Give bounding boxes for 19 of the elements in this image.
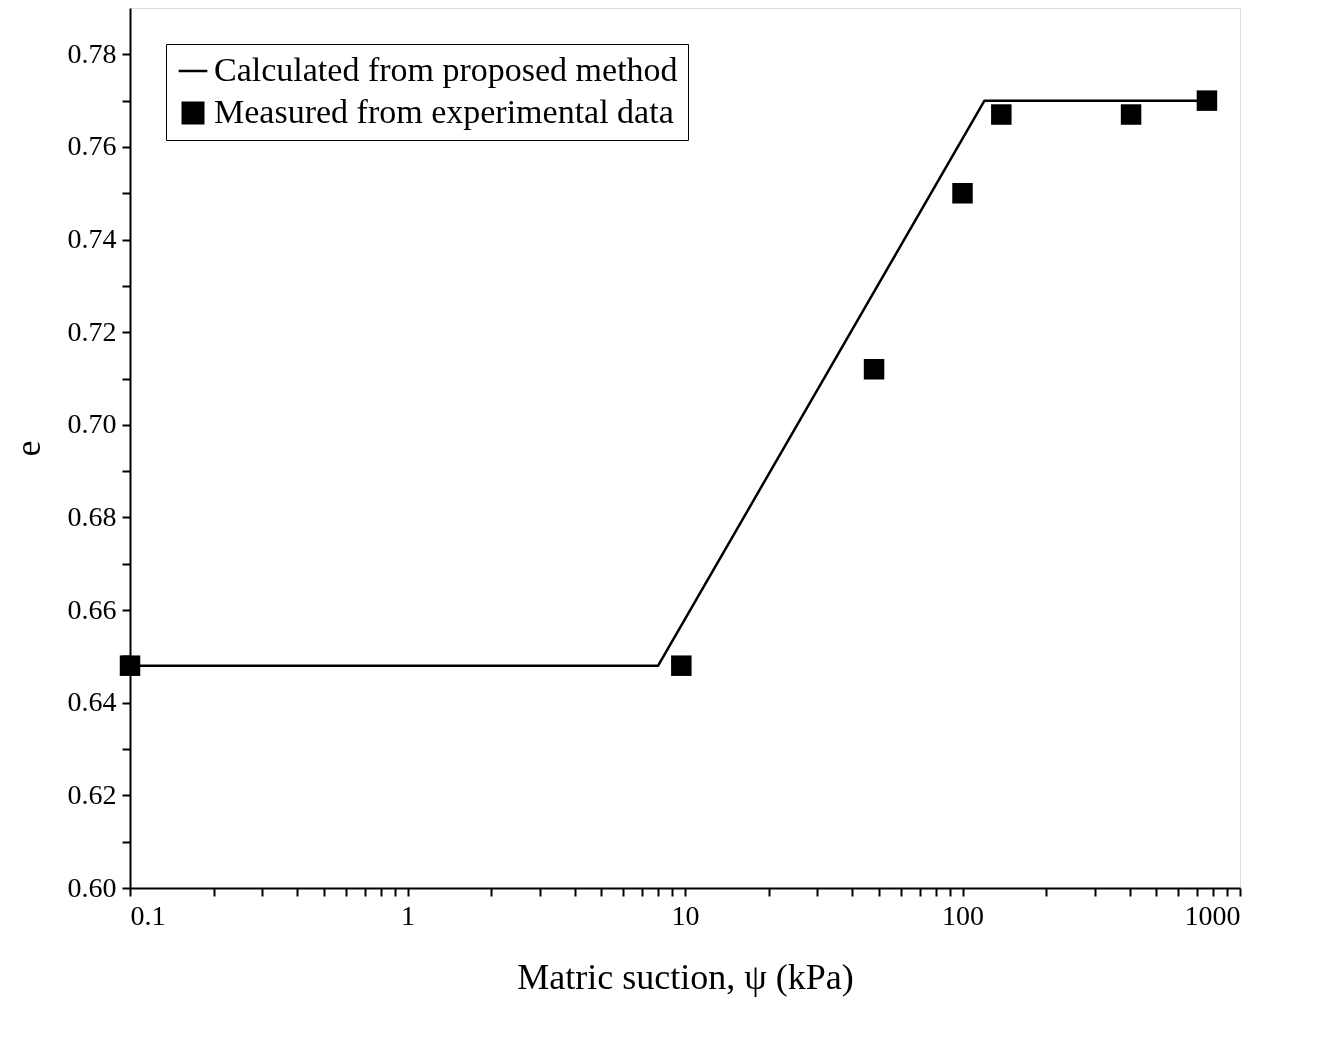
x-tick-label: 1 bbox=[401, 899, 415, 931]
y-tick-label: 0.64 bbox=[67, 686, 117, 718]
y-tick-label: 0.74 bbox=[67, 223, 117, 255]
y-tick-label: 0.72 bbox=[67, 315, 117, 347]
y-tick-label: 0.68 bbox=[67, 500, 117, 532]
x-tick-label: 0.1 bbox=[130, 899, 166, 931]
y-tick-label: 0.62 bbox=[67, 778, 117, 810]
y-tick-label: 0.76 bbox=[67, 130, 117, 162]
legend-label: Calculated from proposed method bbox=[214, 51, 678, 88]
x-tick-label: 10 bbox=[671, 899, 700, 931]
y-tick-label: 0.70 bbox=[67, 408, 117, 440]
y-tick-label: 0.66 bbox=[67, 593, 117, 625]
x-axis-title: Matric suction, ψ (kPa) bbox=[517, 956, 854, 997]
x-tick-label: 100 bbox=[942, 899, 984, 931]
y-tick-label: 0.60 bbox=[67, 871, 117, 903]
x-tick-label: 1000 bbox=[1184, 899, 1241, 931]
y-tick-label: 0.78 bbox=[67, 37, 117, 69]
legend-label: Measured from experimental data bbox=[214, 93, 674, 130]
y-axis-title: e bbox=[7, 440, 48, 457]
